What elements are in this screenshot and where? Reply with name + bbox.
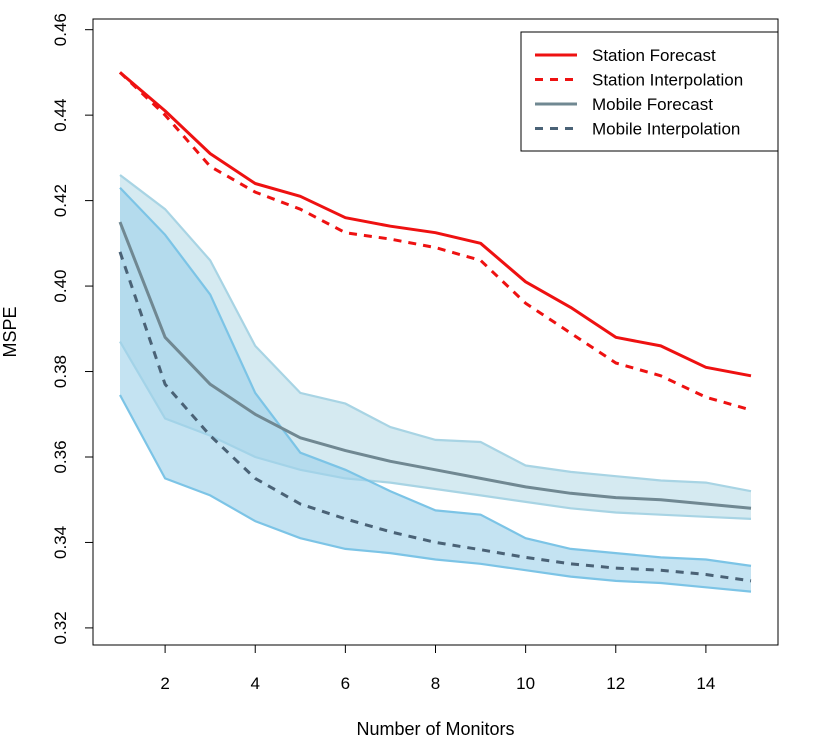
y-tick-label: 0.46 [51,13,70,46]
series-line-station-interpolation [118,71,752,412]
y-tick-label: 0.36 [51,440,70,473]
x-tick-label: 10 [516,674,535,693]
y-axis: 0.32 0.34 0.36 0.38 0.40 0.42 0.44 0.46 [51,13,94,644]
x-tick-label: 6 [341,674,350,693]
x-tick-label: 8 [431,674,440,693]
confidence-bands [119,174,752,593]
y-tick-label: 0.40 [51,270,70,303]
series-line-mobile-forecast [118,221,752,510]
x-tick-label: 12 [606,674,625,693]
y-axis-title: MSPE [0,306,20,357]
series-lines [118,71,752,583]
band-lower-edge-mobile-interpolation-range [119,394,752,593]
legend-box [520,31,779,152]
band-mobile-interpolation-range [120,187,751,592]
legend: Station Forecast Station Interpolation Mob… [520,31,779,152]
legend-label-mobile-forecast: Mobile Forecast [592,95,713,114]
series-line-mobile-interpolation [118,251,752,583]
legend-label-mobile-interpolation: Mobile Interpolation [592,120,740,139]
series-line-station-forecast [119,71,752,378]
legend-label-station-interpolation: Station Interpolation [592,71,743,90]
band-upper-edge-mobile-forecast-range [119,174,752,493]
x-tick-label: 14 [696,674,715,693]
y-tick-label: 0.38 [51,355,70,388]
band-upper-edge-mobile-interpolation-range [119,187,752,567]
y-tick-label: 0.44 [51,99,70,132]
x-tick-label: 2 [160,674,169,693]
y-tick-label: 0.34 [51,526,70,559]
x-axis: 2 4 6 8 10 12 14 [160,644,715,693]
x-tick-label: 4 [251,674,260,693]
legend-label-station-forecast: Station Forecast [592,46,716,65]
y-tick-label: 0.32 [51,611,70,644]
x-axis-title: Number of Monitors [356,719,514,739]
y-tick-label: 0.42 [51,184,70,217]
